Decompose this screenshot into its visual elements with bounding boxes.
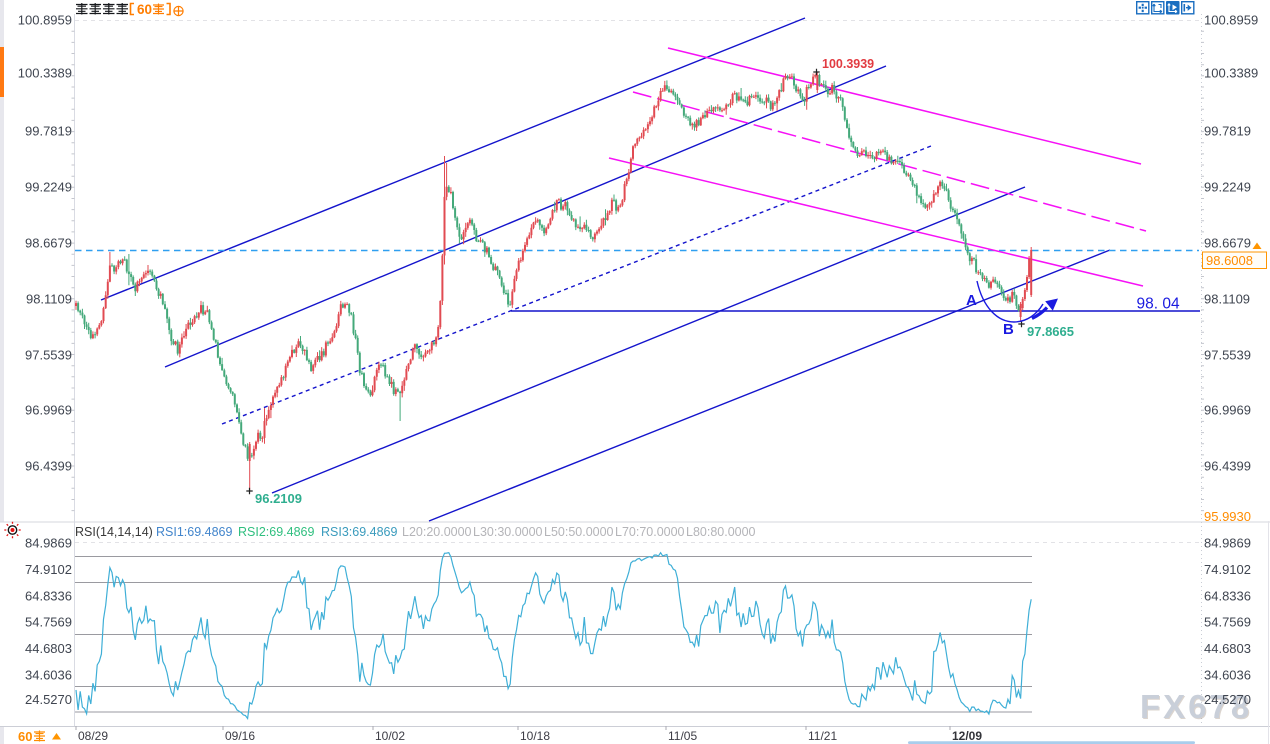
svg-text:60: 60 <box>137 2 152 17</box>
svg-text:97.5539: 97.5539 <box>1204 348 1251 363</box>
svg-text:97.5539: 97.5539 <box>25 348 72 363</box>
svg-text:10/18: 10/18 <box>520 729 550 743</box>
svg-text:99.7819: 99.7819 <box>1204 124 1251 139</box>
svg-text:11/21: 11/21 <box>808 729 837 743</box>
svg-text:98.6679: 98.6679 <box>1204 236 1251 251</box>
svg-text:100.8959: 100.8959 <box>1204 13 1258 28</box>
svg-text:10/02: 10/02 <box>375 729 405 743</box>
svg-text:99.2249: 99.2249 <box>25 180 72 195</box>
svg-text:97.8665: 97.8665 <box>1027 324 1074 339</box>
svg-text:08/29: 08/29 <box>78 729 108 743</box>
svg-text:99.2249: 99.2249 <box>1204 180 1251 195</box>
svg-text:96.9969: 96.9969 <box>1204 403 1251 418</box>
svg-text:100.3389: 100.3389 <box>1204 66 1258 81</box>
svg-text:A: A <box>966 292 977 309</box>
svg-text:98.1109: 98.1109 <box>26 292 72 307</box>
svg-text:100.8959: 100.8959 <box>18 13 72 28</box>
svg-text:54.7569: 54.7569 <box>1204 615 1251 630</box>
svg-text:84.9869: 84.9869 <box>25 536 72 551</box>
svg-text:100.3939: 100.3939 <box>822 57 874 71</box>
svg-text:99.7819: 99.7819 <box>25 124 72 139</box>
svg-text:34.6036: 34.6036 <box>25 668 72 683</box>
svg-text:L80:80.0000: L80:80.0000 <box>686 525 756 539</box>
svg-text:09/16: 09/16 <box>225 729 255 743</box>
svg-text:96.4399: 96.4399 <box>25 459 72 474</box>
svg-text:44.6803: 44.6803 <box>25 641 72 656</box>
svg-text:L30:30.0000: L30:30.0000 <box>473 525 543 539</box>
svg-text:95.9930: 95.9930 <box>1204 509 1251 524</box>
svg-text:34.6036: 34.6036 <box>1204 668 1251 683</box>
svg-text:11/05: 11/05 <box>668 729 697 743</box>
svg-text:24.5270: 24.5270 <box>25 692 72 707</box>
svg-text:RSI1:69.4869: RSI1:69.4869 <box>156 525 232 539</box>
svg-text:84.9869: 84.9869 <box>1204 536 1251 551</box>
svg-text:74.9102: 74.9102 <box>1204 562 1251 577</box>
svg-text:RSI(14,14,14): RSI(14,14,14) <box>75 525 153 539</box>
svg-text:FX678: FX678 <box>1140 688 1252 725</box>
svg-text:60: 60 <box>18 729 32 744</box>
svg-text:L20:20.0000: L20:20.0000 <box>402 525 472 539</box>
svg-text:L70:70.0000: L70:70.0000 <box>615 525 685 539</box>
svg-text:98.6008: 98.6008 <box>1206 253 1253 268</box>
svg-text:24.5270: 24.5270 <box>1204 692 1251 707</box>
svg-text:54.7569: 54.7569 <box>25 615 72 630</box>
svg-text:L50:50.0000: L50:50.0000 <box>544 525 614 539</box>
svg-text:98.6679: 98.6679 <box>25 236 72 251</box>
svg-text:98. 04: 98. 04 <box>1137 296 1180 313</box>
svg-text:64.8336: 64.8336 <box>1204 589 1251 604</box>
svg-text:12/09: 12/09 <box>952 729 982 743</box>
svg-text:96.4399: 96.4399 <box>1204 459 1251 474</box>
svg-text:44.6803: 44.6803 <box>1204 641 1251 656</box>
svg-text:96.9969: 96.9969 <box>25 403 72 418</box>
svg-text:100.3389: 100.3389 <box>18 66 72 81</box>
svg-text:64.8336: 64.8336 <box>25 589 72 604</box>
svg-text:74.9102: 74.9102 <box>25 562 72 577</box>
svg-text:98.1109: 98.1109 <box>1204 292 1250 307</box>
svg-text:B: B <box>1003 321 1014 338</box>
svg-text:RSI3:69.4869: RSI3:69.4869 <box>321 525 397 539</box>
svg-text:FX678: FX678 <box>1141 689 1253 726</box>
svg-text:96.2109: 96.2109 <box>255 491 302 506</box>
svg-text:RSI2:69.4869: RSI2:69.4869 <box>238 525 314 539</box>
